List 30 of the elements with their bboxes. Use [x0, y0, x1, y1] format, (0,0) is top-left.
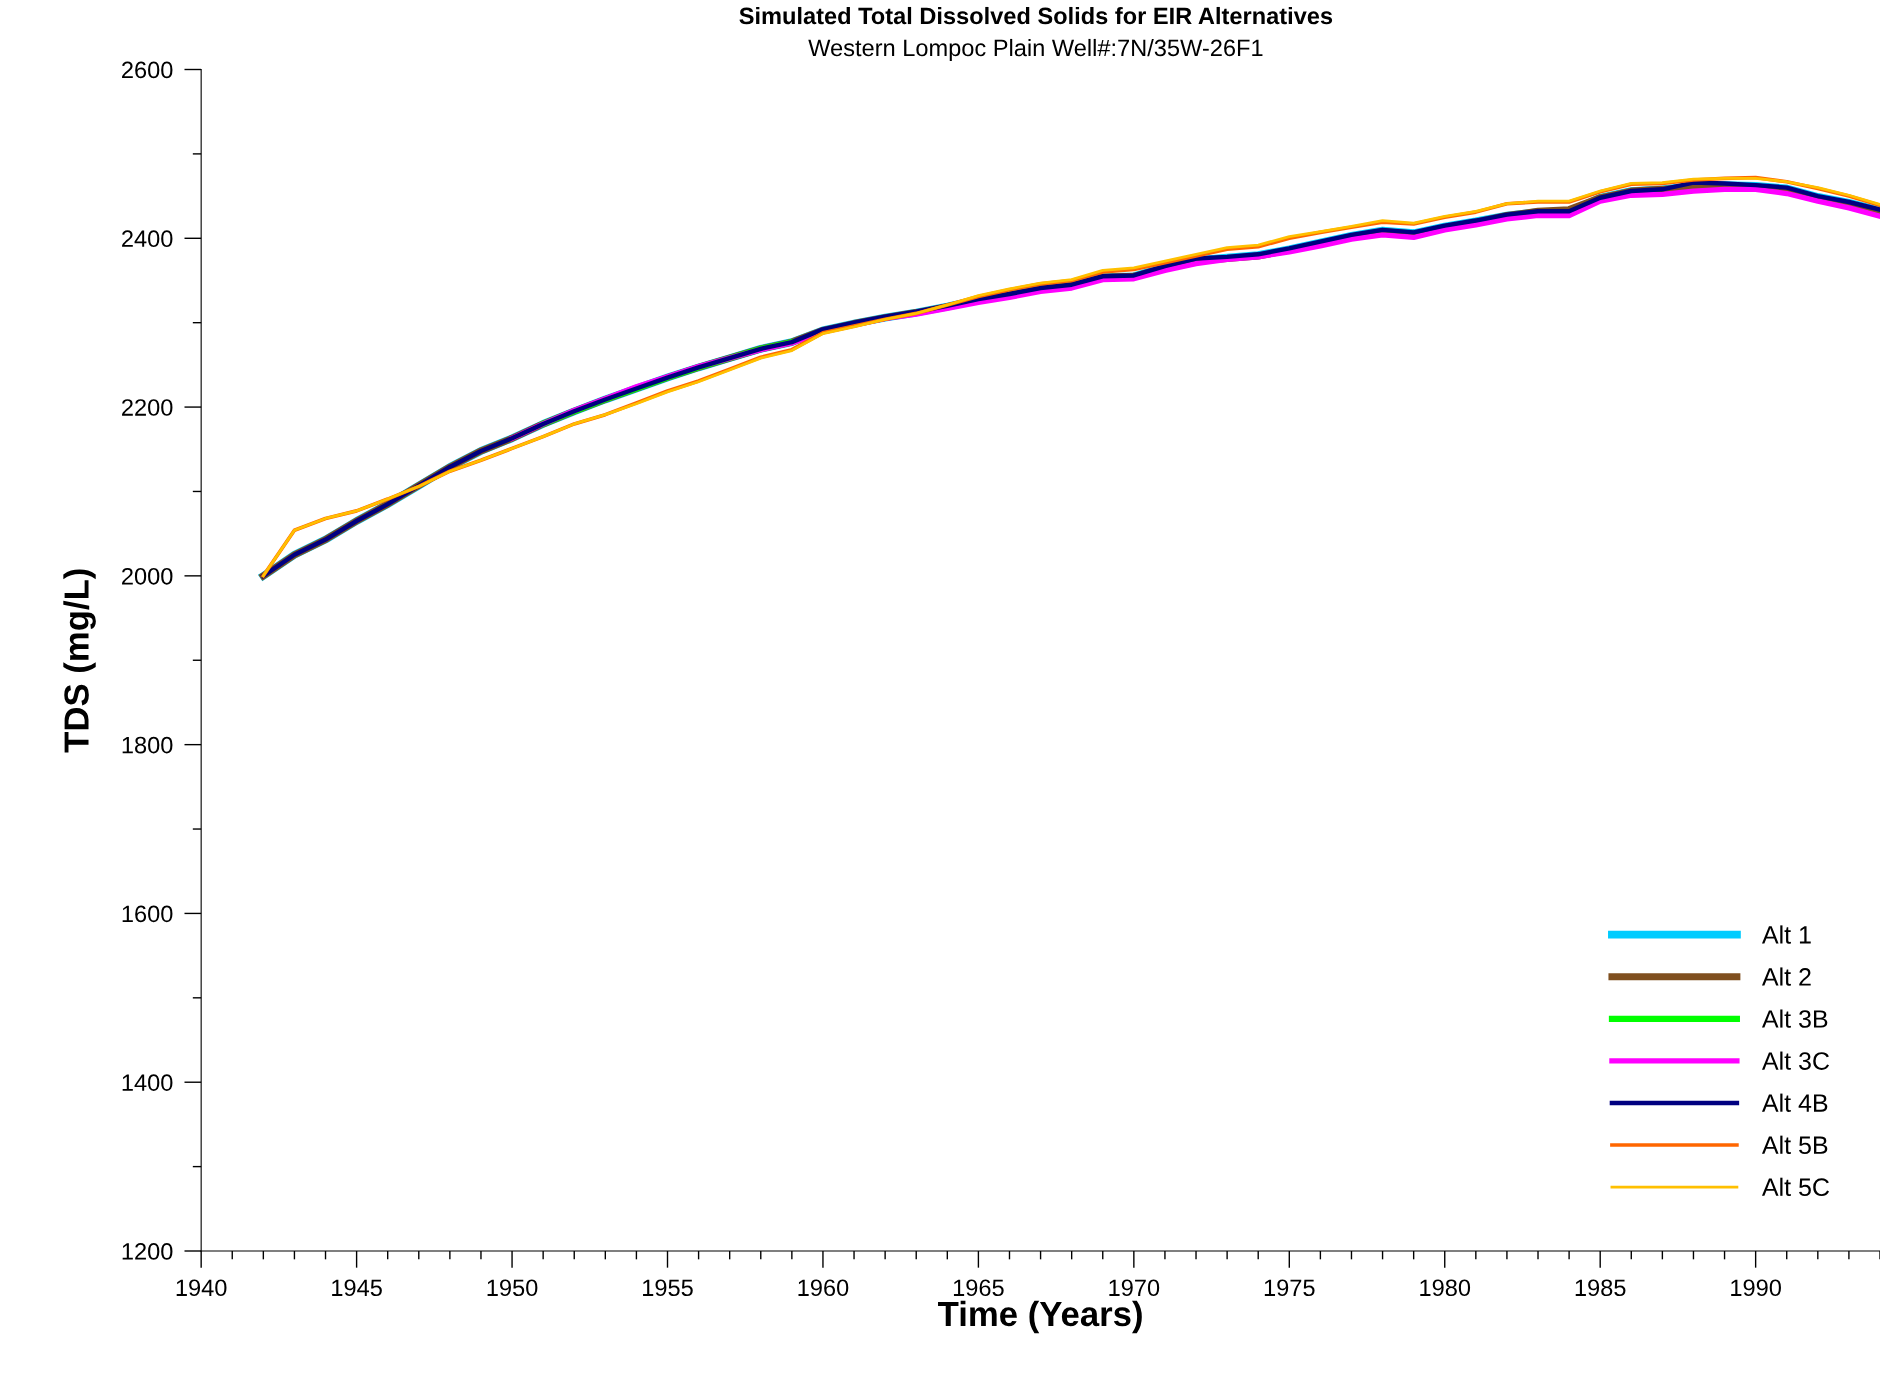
y-tick-label: 2000 — [122, 567, 173, 585]
legend-label: Alt 2 — [1761, 967, 1811, 986]
y-tick-label: 1800 — [122, 736, 173, 754]
x-tick-label: 1950 — [487, 1279, 538, 1297]
chart-title: Simulated Total Dissolved Solids for EIR Alternatives — [739, 6, 1333, 25]
y-tick-label: 1600 — [122, 905, 173, 923]
chart-subtitle: Western Lompoc Plain Well#:7N/35W-26F1 — [808, 38, 1263, 61]
legend-label: Alt 4B — [1761, 1093, 1828, 1112]
y-tick-label: 2400 — [122, 230, 173, 248]
y-axis-title: TDS (mg/L) — [63, 569, 96, 753]
x-tick-label: 1980 — [1420, 1279, 1471, 1297]
x-tick-label: 1990 — [1731, 1279, 1781, 1297]
x-tick-label: 1940 — [176, 1279, 227, 1297]
legend-label: Alt 1 — [1761, 925, 1811, 944]
legend-label: Alt 3C — [1761, 1051, 1830, 1070]
legend-label: Alt 3B — [1761, 1009, 1828, 1028]
y-tick-label: 2200 — [122, 399, 173, 416]
x-axis-title: Time (Years) — [938, 1300, 1142, 1334]
legend-label: Alt 5B — [1761, 1135, 1828, 1154]
y-tick-label: 1200 — [122, 1243, 173, 1260]
x-tick-label: 1960 — [798, 1279, 849, 1297]
x-tick-label: 1955 — [643, 1279, 693, 1297]
x-tick-label: 1945 — [332, 1279, 382, 1297]
x-tick-label: 1985 — [1575, 1279, 1626, 1297]
y-tick-label: 1400 — [122, 1074, 173, 1091]
x-tick-label: 1975 — [1264, 1279, 1315, 1297]
x-tick-label: 1965 — [953, 1279, 1004, 1297]
y-tick-label: 2600 — [122, 61, 173, 79]
legend-label: Alt 5C — [1761, 1177, 1830, 1197]
x-tick-label: 1970 — [1109, 1279, 1160, 1297]
